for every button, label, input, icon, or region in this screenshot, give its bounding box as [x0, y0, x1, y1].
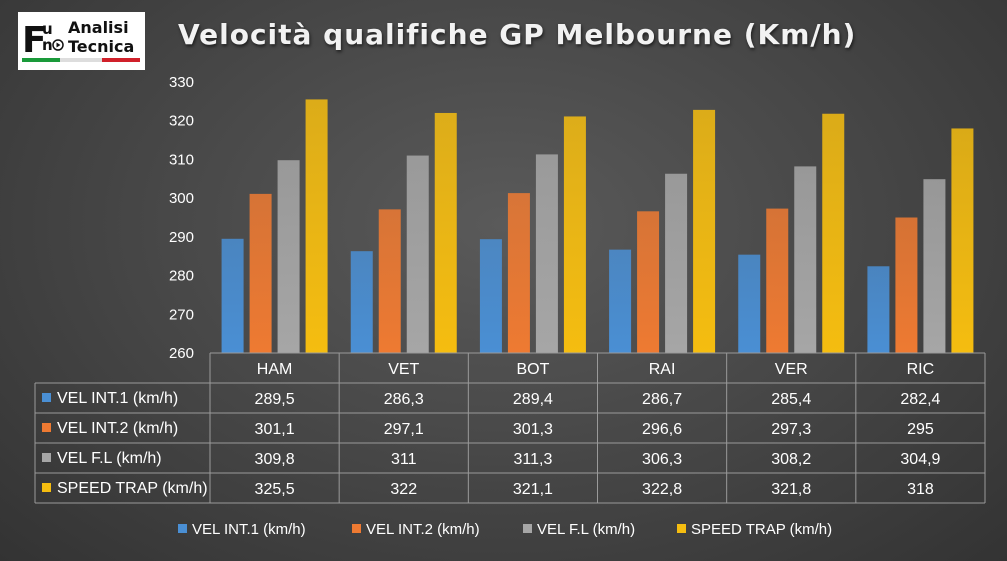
bar-rai-series-2 — [637, 211, 660, 353]
legend-swatch-4 — [677, 524, 686, 533]
table-series-label-2: VEL INT.2 (km/h) — [57, 420, 178, 437]
y-tick-label-260: 260 — [169, 345, 194, 362]
play-icon-triangle — [56, 42, 61, 48]
bar-ric-series-3 — [923, 179, 946, 353]
legend-label-3: VEL F.L (km/h) — [537, 521, 635, 538]
y-axis: 260 270 280 290 300 310 320 330 — [169, 74, 194, 362]
bar-vet-series-2 — [378, 209, 401, 353]
table-cell-ver-series-4: 321,8 — [771, 481, 811, 498]
bar-vet-series-3 — [406, 155, 429, 353]
legend-label-2: VEL INT.2 (km/h) — [366, 521, 480, 538]
table-cell-ham-series-4: 325,5 — [255, 481, 295, 498]
y-tick-label-310: 310 — [169, 151, 194, 168]
bar-bot-series-1 — [479, 239, 502, 353]
y-tick-label-270: 270 — [169, 306, 194, 323]
logo-line2: Tecnica — [68, 37, 134, 56]
logo-flag-green — [22, 58, 60, 62]
table-cell-ver-series-3: 308,2 — [771, 451, 811, 468]
category-label-rai: RAI — [649, 361, 676, 378]
legend-swatch-3 — [523, 524, 532, 533]
y-tick-label-330: 330 — [169, 74, 194, 91]
table-series-label-1: VEL INT.1 (km/h) — [57, 390, 178, 407]
logo-letter-f: F — [22, 20, 47, 61]
table-cell-ric-series-2: 295 — [907, 421, 934, 438]
table-series-label-3: VEL F.L (km/h) — [57, 450, 162, 467]
bar-ham-series-2 — [249, 193, 272, 353]
table-series-swatch-1 — [42, 393, 51, 402]
logo-letter-n: n — [42, 36, 53, 54]
table-cell-bot-series-3: 311,3 — [513, 451, 552, 468]
logo-flag-red — [102, 58, 140, 62]
table-cell-vet-series-1: 286,3 — [384, 391, 424, 408]
bars — [221, 99, 974, 354]
bar-rai-series-1 — [609, 249, 632, 353]
table-cell-ver-series-1: 285,4 — [771, 391, 811, 408]
bar-bot-series-3 — [535, 154, 558, 353]
table-cell-ham-series-3: 309,8 — [255, 451, 295, 468]
table-cell-rai-series-4: 322,8 — [642, 481, 682, 498]
legend: VEL INT.1 (km/h) VEL INT.2 (km/h) VEL F.L … — [178, 521, 832, 538]
table-cell-ric-series-4: 318 — [907, 481, 934, 498]
table-cell-bot-series-4: 321,1 — [513, 481, 553, 498]
bar-bot-series-2 — [507, 193, 530, 353]
table-cell-rai-series-3: 306,3 — [642, 451, 682, 468]
table-cell-vet-series-2: 297,1 — [384, 421, 424, 438]
y-tick-label-300: 300 — [169, 190, 194, 207]
bar-ham-series-3 — [277, 160, 300, 353]
table-cell-ric-series-3: 304,9 — [900, 451, 940, 468]
bar-vet-series-1 — [350, 251, 373, 353]
bar-vet-series-4 — [434, 112, 457, 353]
bar-ver-series-1 — [738, 254, 761, 353]
chart-title: Velocità qualifiche GP Melbourne (Km/h) — [178, 18, 857, 51]
logo-letter-u: u — [42, 20, 53, 38]
bar-ver-series-2 — [766, 208, 789, 353]
bar-ham-series-4 — [305, 99, 328, 354]
table-series-swatch-4 — [42, 483, 51, 492]
table-cell-ham-series-1: 289,5 — [255, 391, 295, 408]
legend-label-4: SPEED TRAP (km/h) — [691, 521, 832, 538]
y-tick-label-290: 290 — [169, 229, 194, 246]
bar-ver-series-4 — [822, 113, 845, 353]
table-cell-rai-series-1: 286,7 — [642, 391, 682, 408]
y-tick-label-280: 280 — [169, 268, 194, 285]
legend-swatch-1 — [178, 524, 187, 533]
bar-ric-series-4 — [951, 128, 974, 353]
table-cell-bot-series-1: 289,4 — [513, 391, 553, 408]
y-tick-label-320: 320 — [169, 113, 194, 130]
table-series-swatch-3 — [42, 453, 51, 462]
play-icon — [52, 39, 64, 51]
table-cell-rai-series-2: 296,6 — [642, 421, 682, 438]
bar-ham-series-1 — [221, 238, 244, 353]
bar-ric-series-1 — [867, 266, 890, 353]
table-cell-ham-series-2: 301,1 — [255, 421, 295, 438]
category-label-ric: RIC — [907, 361, 935, 378]
category-label-vet: VET — [388, 361, 419, 378]
table-cell-vet-series-4: 322 — [390, 481, 417, 498]
legend-swatch-2 — [352, 524, 361, 533]
bar-bot-series-4 — [563, 116, 586, 353]
table-series-swatch-2 — [42, 423, 51, 432]
table-cell-vet-series-3: 311 — [391, 451, 417, 468]
bar-rai-series-4 — [693, 109, 716, 353]
logo: F u n Analisi Tecnica — [18, 12, 145, 70]
logo-line1: Analisi — [68, 18, 129, 37]
table-cell-bot-series-2: 301,3 — [513, 421, 553, 438]
category-label-ham: HAM — [257, 361, 293, 378]
bar-ver-series-3 — [794, 166, 817, 353]
legend-label-1: VEL INT.1 (km/h) — [192, 521, 306, 538]
table-cell-ver-series-2: 297,3 — [771, 421, 811, 438]
category-label-ver: VER — [775, 361, 808, 378]
bar-rai-series-3 — [665, 173, 688, 353]
data-table: HAM VET BOT RAI VER RIC VEL INT.1 (km/h) 289,5 2… — [34, 352, 986, 504]
logo-flag-white — [60, 58, 102, 62]
table-cell-ric-series-1: 282,4 — [900, 391, 940, 408]
category-label-bot: BOT — [516, 361, 549, 378]
bar-ric-series-2 — [895, 217, 918, 353]
table-series-label-4: SPEED TRAP (km/h) — [57, 480, 208, 497]
